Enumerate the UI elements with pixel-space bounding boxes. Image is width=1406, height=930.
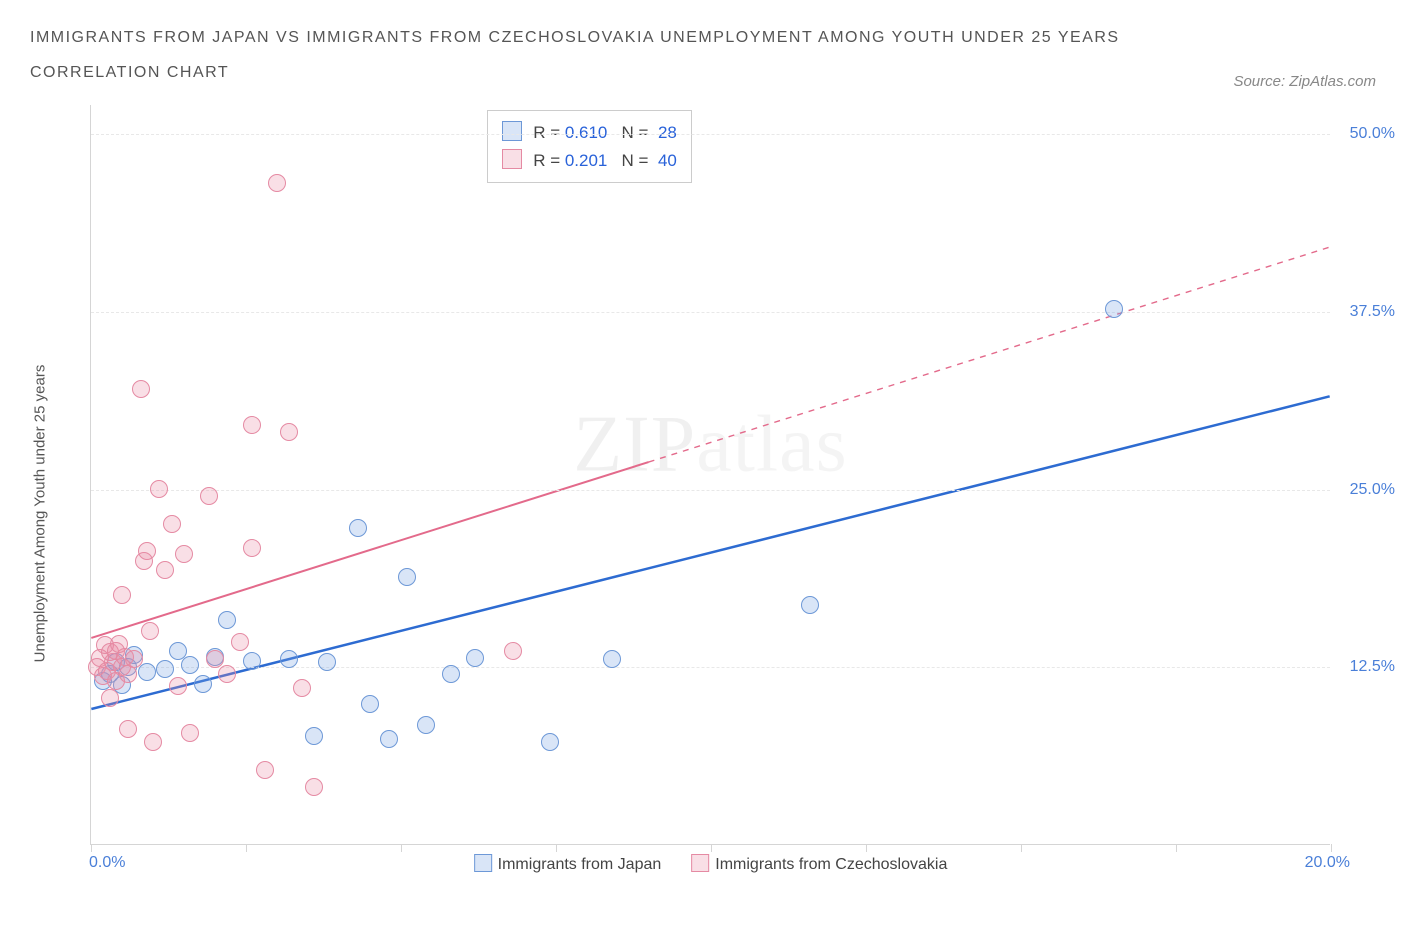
- data-point: [349, 519, 367, 537]
- r-value: 0.201: [565, 151, 608, 170]
- data-point: [280, 650, 298, 668]
- data-point: [318, 653, 336, 671]
- trend-line: [91, 397, 1329, 710]
- data-point: [169, 677, 187, 695]
- data-point: [132, 380, 150, 398]
- stats-legend-box: R = 0.610 N = 28 R = 0.201 N = 40: [487, 110, 691, 182]
- legend-label: Immigrants from Czechoslovakia: [715, 856, 947, 873]
- x-tick: [1021, 844, 1022, 852]
- data-point: [280, 423, 298, 441]
- data-point: [125, 650, 143, 668]
- data-point: [119, 720, 137, 738]
- watermark-a: ZIP: [573, 401, 696, 489]
- legend-label: Immigrants from Japan: [498, 856, 662, 873]
- data-point: [163, 515, 181, 533]
- legend-swatch: [502, 149, 522, 169]
- x-tick: [401, 844, 402, 852]
- data-point: [231, 633, 249, 651]
- data-point: [268, 174, 286, 192]
- stats-row: R = 0.201 N = 40: [502, 147, 676, 174]
- data-point: [138, 542, 156, 560]
- legend-swatch: [474, 854, 492, 872]
- gridline-h: [91, 667, 1330, 668]
- x-tick: [91, 844, 92, 852]
- data-point: [801, 596, 819, 614]
- x-tick: [711, 844, 712, 852]
- data-point: [243, 416, 261, 434]
- data-point: [150, 480, 168, 498]
- source-label: Source: ZipAtlas.com: [1233, 73, 1376, 90]
- bottom-legend: Immigrants from Japan Immigrants from Cze…: [474, 854, 948, 874]
- data-point: [442, 665, 460, 683]
- watermark-b: atlas: [696, 401, 848, 489]
- data-point: [361, 695, 379, 713]
- plot-area: ZIPatlas R = 0.610 N = 28 R = 0.201 N = …: [90, 105, 1330, 845]
- data-point: [504, 642, 522, 660]
- data-point: [218, 665, 236, 683]
- trend-lines: [91, 105, 1330, 844]
- y-tick-label: 50.0%: [1350, 125, 1395, 143]
- data-point: [398, 568, 416, 586]
- y-tick-label: 12.5%: [1350, 658, 1395, 676]
- data-point: [541, 733, 559, 751]
- data-point: [305, 778, 323, 796]
- y-tick-label: 25.0%: [1350, 481, 1395, 499]
- data-point: [256, 761, 274, 779]
- data-point: [466, 649, 484, 667]
- x-tick: [866, 844, 867, 852]
- data-point: [156, 660, 174, 678]
- data-point: [243, 652, 261, 670]
- x-start-label: 0.0%: [89, 854, 125, 872]
- x-tick: [556, 844, 557, 852]
- trend-line-dashed: [649, 247, 1330, 462]
- y-tick-label: 37.5%: [1350, 303, 1395, 321]
- watermark: ZIPatlas: [573, 400, 848, 491]
- data-point: [417, 716, 435, 734]
- legend-item: Immigrants from Japan: [474, 854, 662, 874]
- correlation-chart: Unemployment Among Youth under 25 years …: [30, 105, 1376, 905]
- data-point: [603, 650, 621, 668]
- title-block: IMMIGRANTS FROM JAPAN VS IMMIGRANTS FROM…: [30, 20, 1120, 90]
- data-point: [1105, 300, 1123, 318]
- x-tick: [1331, 844, 1332, 852]
- data-point: [181, 724, 199, 742]
- x-tick: [1176, 844, 1177, 852]
- title-line-2: CORRELATION CHART: [30, 55, 1120, 90]
- title-line-1: IMMIGRANTS FROM JAPAN VS IMMIGRANTS FROM…: [30, 20, 1120, 55]
- gridline-h: [91, 490, 1330, 491]
- x-tick: [246, 844, 247, 852]
- data-point: [293, 679, 311, 697]
- data-point: [144, 733, 162, 751]
- data-point: [141, 622, 159, 640]
- data-point: [101, 689, 119, 707]
- y-axis-label: Unemployment Among Youth under 25 years: [32, 365, 49, 663]
- legend-item: Immigrants from Czechoslovakia: [691, 854, 947, 874]
- gridline-h: [91, 134, 1330, 135]
- data-point: [380, 730, 398, 748]
- data-point: [218, 611, 236, 629]
- x-end-label: 20.0%: [1305, 854, 1350, 872]
- data-point: [305, 727, 323, 745]
- data-point: [181, 656, 199, 674]
- legend-swatch: [691, 854, 709, 872]
- legend-swatch: [502, 121, 522, 141]
- header: IMMIGRANTS FROM JAPAN VS IMMIGRANTS FROM…: [30, 20, 1376, 90]
- data-point: [200, 487, 218, 505]
- n-value: 40: [653, 151, 677, 170]
- data-point: [156, 561, 174, 579]
- data-point: [194, 675, 212, 693]
- data-point: [113, 586, 131, 604]
- gridline-h: [91, 312, 1330, 313]
- data-point: [243, 539, 261, 557]
- data-point: [175, 545, 193, 563]
